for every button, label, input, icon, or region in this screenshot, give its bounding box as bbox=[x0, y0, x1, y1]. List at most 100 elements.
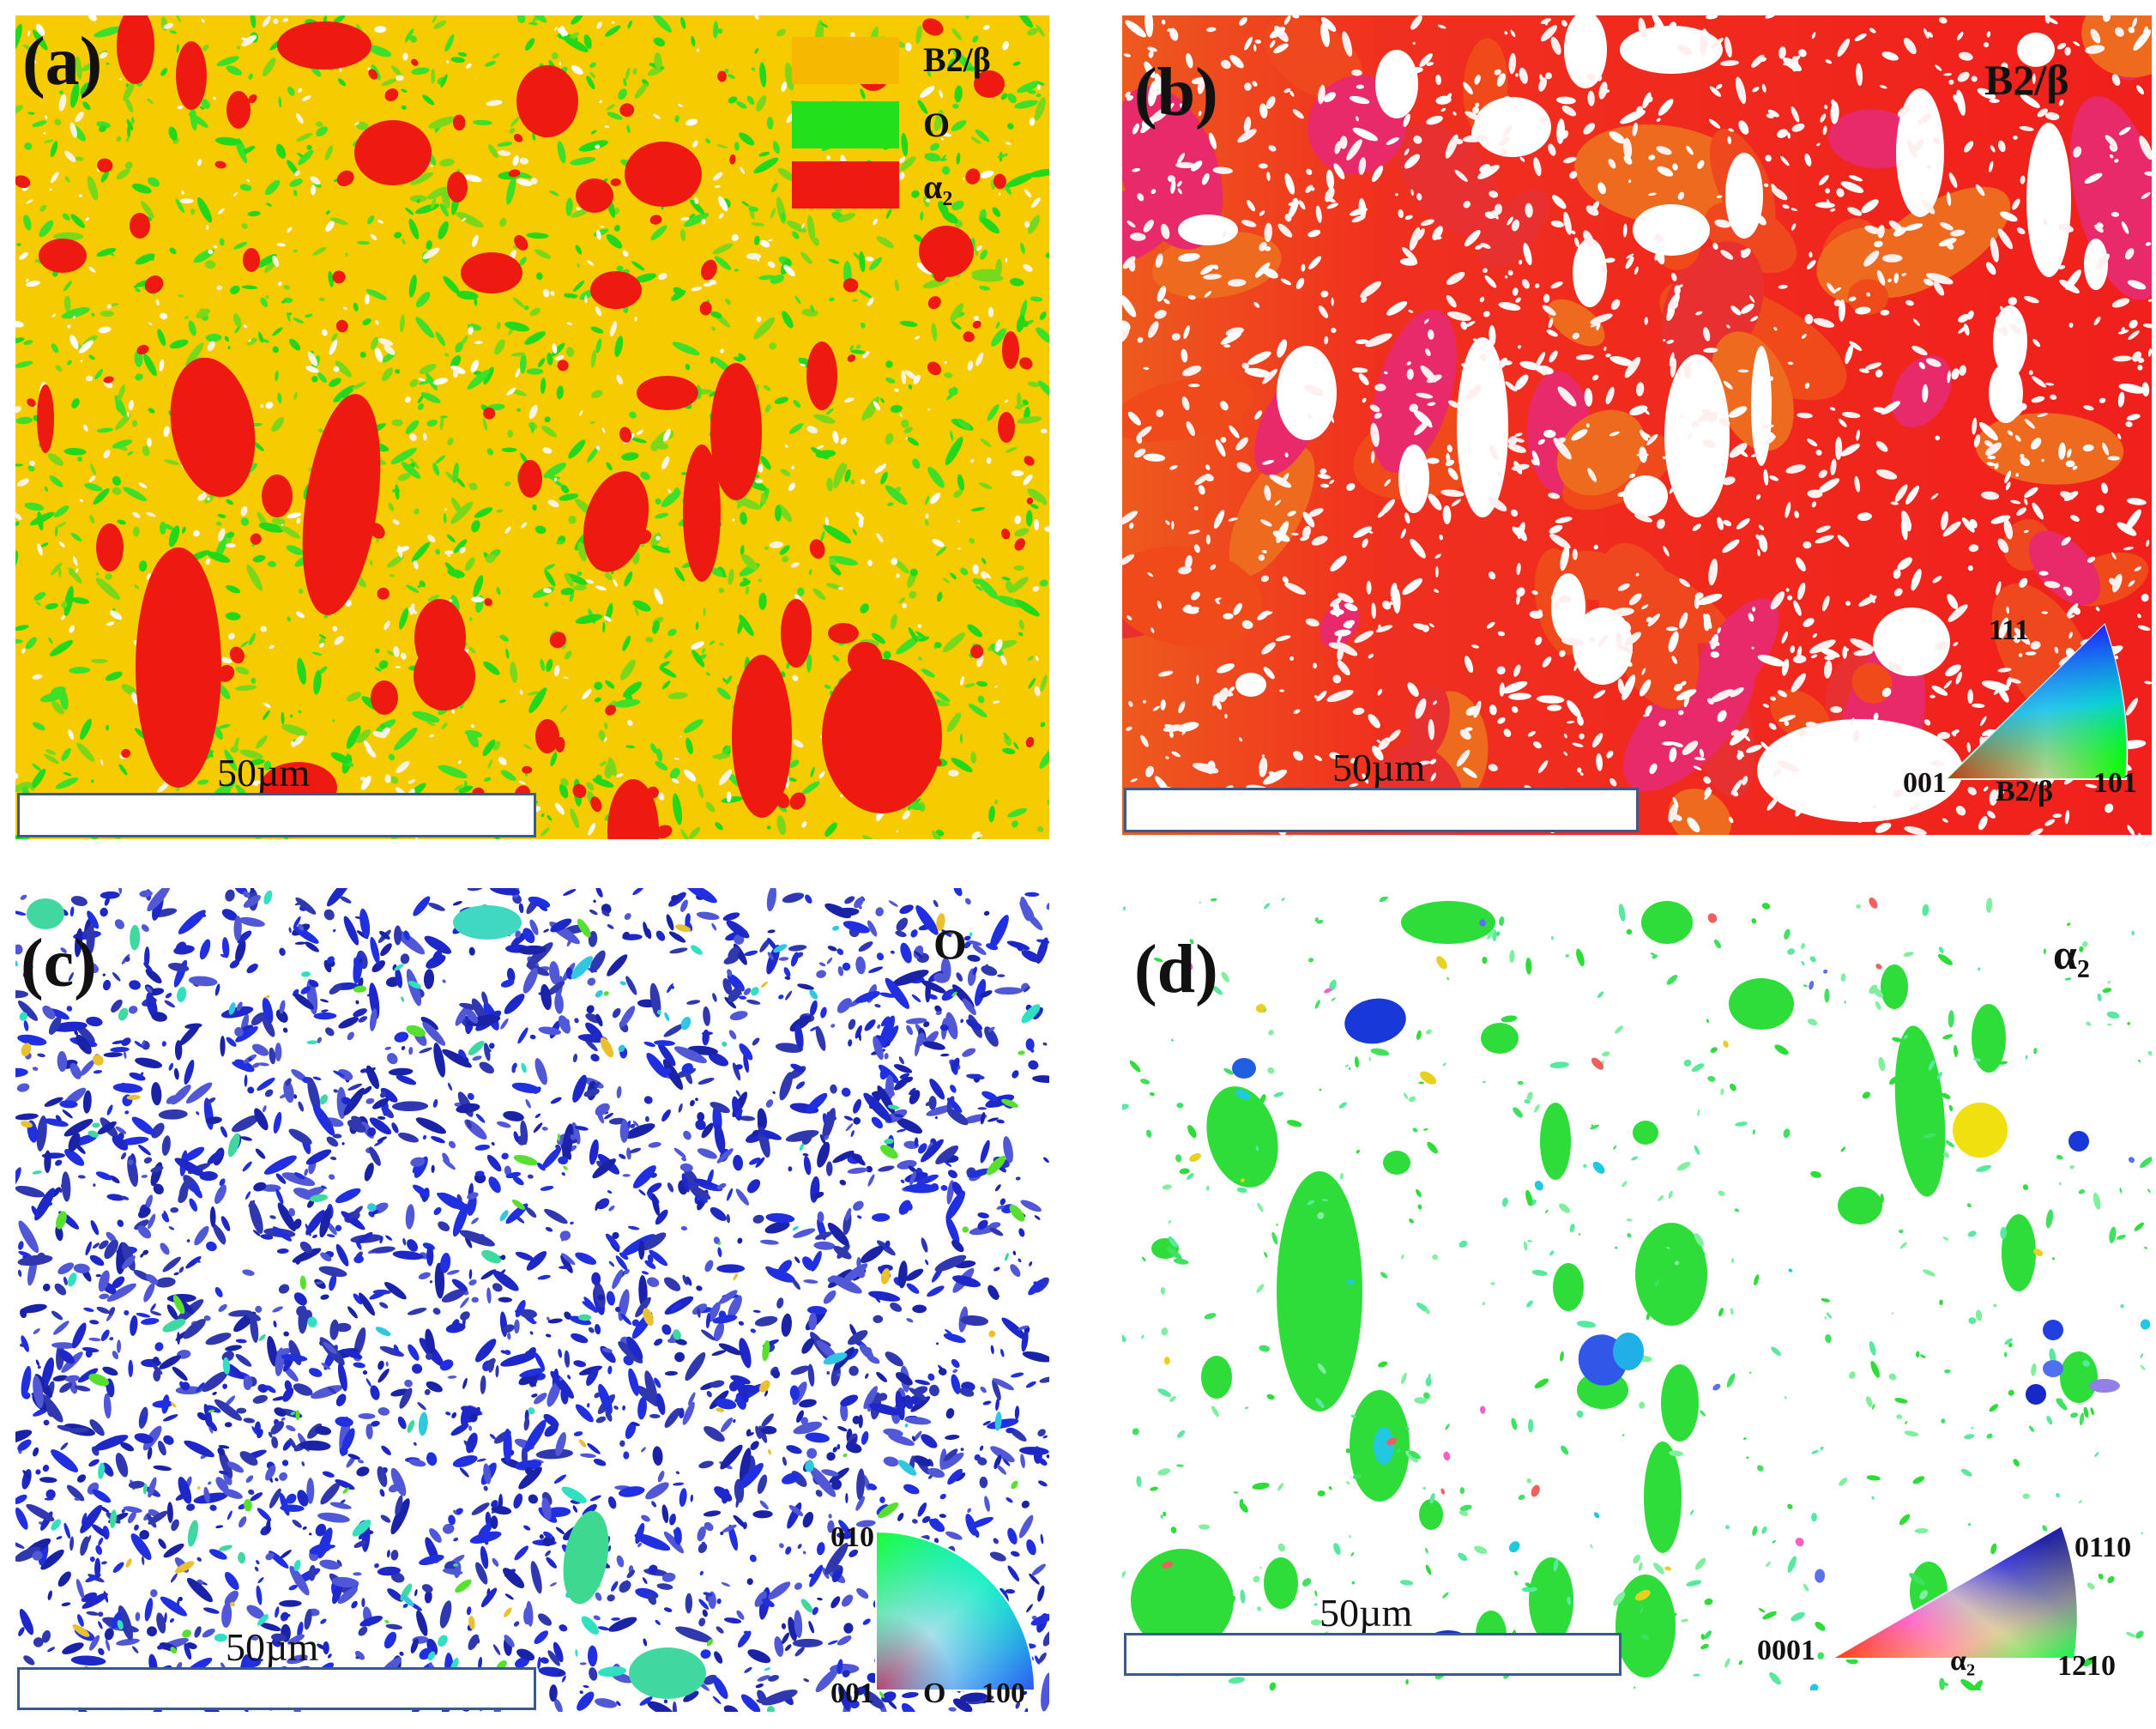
white-speck bbox=[1549, 534, 1571, 549]
o-speck bbox=[388, 753, 396, 761]
o-blue-speck bbox=[585, 1022, 603, 1039]
alpha2-particles bbox=[15, 15, 1035, 839]
white-speck bbox=[1386, 57, 1407, 71]
o-blue-speck bbox=[830, 1596, 841, 1609]
alpha2-small bbox=[144, 275, 164, 293]
o-blue-speck bbox=[655, 1619, 661, 1625]
alpha2-small bbox=[250, 533, 262, 545]
alpha2-particle bbox=[117, 15, 154, 84]
white-speck bbox=[1198, 485, 1205, 495]
alpha2-small bbox=[847, 354, 856, 363]
o-blue-speck bbox=[561, 1675, 566, 1683]
o-speck bbox=[964, 683, 975, 688]
white-speck bbox=[1605, 386, 1615, 405]
white-speck bbox=[1372, 745, 1384, 761]
white-speck bbox=[1324, 187, 1335, 203]
white-speck bbox=[265, 402, 274, 409]
o-speck bbox=[806, 653, 812, 673]
white-speck bbox=[2117, 329, 2129, 335]
o-blue-speck bbox=[593, 1458, 607, 1466]
white-speck bbox=[2137, 365, 2143, 371]
white-speck bbox=[1259, 757, 1268, 777]
non-b2-region bbox=[1551, 573, 1585, 642]
white-speck bbox=[867, 297, 874, 306]
o-blue-speck bbox=[129, 980, 141, 990]
white-speck bbox=[543, 588, 552, 594]
o-speck bbox=[876, 236, 894, 249]
o-speck bbox=[991, 328, 1006, 347]
o-blue-speck bbox=[170, 1206, 179, 1213]
white-speck bbox=[1791, 55, 1801, 64]
o-blue-speck bbox=[355, 1656, 359, 1659]
white-speck bbox=[1645, 704, 1652, 716]
white-speck bbox=[1911, 345, 1928, 356]
white-speck bbox=[1362, 538, 1368, 548]
o-blue-speck bbox=[281, 1172, 316, 1187]
alpha2-particle bbox=[96, 523, 124, 571]
white-speck bbox=[1989, 789, 1998, 806]
o-blue-speck bbox=[680, 899, 688, 912]
white-speck bbox=[1609, 431, 1620, 437]
white-speck bbox=[1178, 701, 1186, 714]
o-speck bbox=[933, 109, 944, 131]
o-blue-speck bbox=[203, 1486, 210, 1503]
white-speck bbox=[301, 95, 311, 101]
white-speck bbox=[1926, 659, 1936, 672]
white-speck bbox=[691, 641, 704, 650]
o-blue-speck bbox=[387, 1588, 403, 1602]
o-blue-speck bbox=[102, 979, 112, 991]
o-speck bbox=[409, 195, 428, 203]
white-speck bbox=[1553, 438, 1572, 460]
o-speck bbox=[474, 297, 478, 306]
o-blue-speck bbox=[644, 1370, 658, 1407]
o-speck bbox=[975, 585, 983, 591]
white-speck bbox=[1516, 587, 1525, 597]
white-speck bbox=[1193, 544, 1200, 553]
white-speck bbox=[1186, 52, 1193, 69]
o-speck bbox=[398, 608, 408, 630]
o-blue-speck bbox=[675, 1339, 687, 1345]
o-speck bbox=[281, 711, 285, 725]
o-speck bbox=[528, 21, 539, 26]
o-blue-speck bbox=[927, 1373, 935, 1381]
white-speck bbox=[788, 482, 796, 492]
o-speck bbox=[850, 479, 855, 485]
o-blue-speck bbox=[385, 1361, 389, 1367]
white-speck bbox=[1210, 564, 1217, 571]
white-speck bbox=[1887, 750, 1893, 754]
white-speck bbox=[1798, 49, 1807, 57]
white-speck bbox=[1897, 557, 1912, 571]
o-blue-speck bbox=[843, 1623, 854, 1634]
white-speck bbox=[2111, 573, 2123, 593]
white-speck bbox=[15, 512, 22, 521]
o-blue-speck bbox=[657, 1043, 676, 1067]
white-speck bbox=[2015, 473, 2020, 477]
o-speck bbox=[225, 612, 241, 620]
alpha2-small bbox=[121, 748, 131, 759]
o-blue-speck bbox=[220, 1006, 254, 1019]
o-blue-speck bbox=[713, 1322, 725, 1342]
o-speck bbox=[405, 420, 420, 434]
alpha2-small bbox=[206, 484, 220, 495]
white-speck bbox=[1425, 348, 1431, 357]
white-speck bbox=[2002, 408, 2023, 423]
white-speck bbox=[1165, 756, 1169, 759]
o-speck bbox=[1036, 327, 1049, 344]
white-speck bbox=[553, 477, 558, 482]
white-speck bbox=[843, 397, 855, 403]
white-speck bbox=[2125, 698, 2139, 716]
o-speck bbox=[701, 647, 706, 654]
o-blue-speck bbox=[983, 910, 990, 916]
o-blue-speck bbox=[134, 1524, 139, 1531]
o-speck bbox=[391, 419, 403, 426]
white-speck bbox=[1894, 484, 1908, 503]
o-speck bbox=[680, 472, 687, 475]
white-speck bbox=[1223, 344, 1231, 348]
white-speck bbox=[1126, 221, 1136, 228]
white-speck bbox=[2018, 653, 2023, 658]
white-speck bbox=[1923, 199, 1930, 204]
o-blue-speck bbox=[534, 1113, 541, 1119]
white-speck bbox=[260, 626, 267, 632]
alpha2-small bbox=[646, 786, 659, 799]
o-speck bbox=[394, 727, 418, 751]
